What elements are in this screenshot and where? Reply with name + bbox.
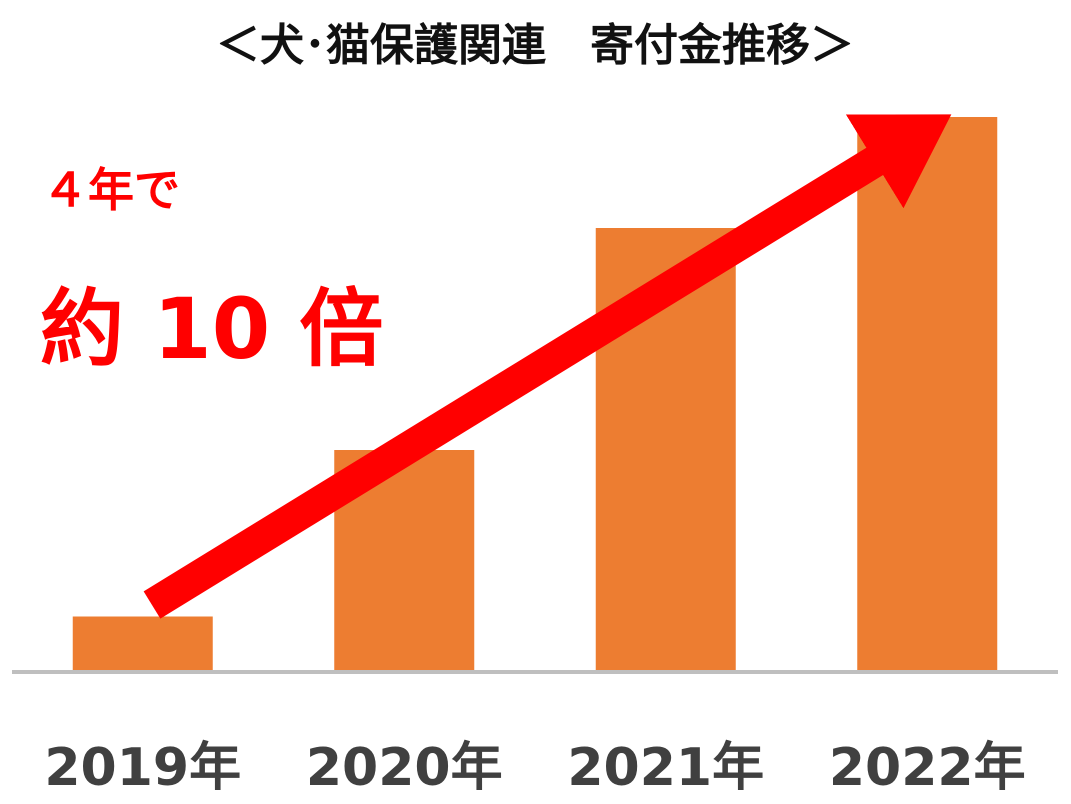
annotation-period: ４年で bbox=[42, 163, 180, 217]
bar-2022年 bbox=[857, 117, 998, 672]
x-tick-label: 2021年 bbox=[567, 738, 764, 798]
chart-title: ＜犬･猫保護関連 寄付金推移＞ bbox=[216, 20, 854, 71]
bars-group bbox=[72, 117, 998, 672]
x-tick-label: 2020年 bbox=[306, 738, 503, 798]
growth-arrow bbox=[143, 114, 952, 619]
x-tick-label: 2022年 bbox=[829, 738, 1026, 798]
bar-2019年 bbox=[72, 616, 213, 672]
annotation-multiplier: 約 10 倍 bbox=[40, 280, 383, 378]
x-tick-label: 2019年 bbox=[44, 738, 241, 798]
x-tick-labels: 2019年 2020年 2021年 2022年 bbox=[44, 738, 1025, 798]
